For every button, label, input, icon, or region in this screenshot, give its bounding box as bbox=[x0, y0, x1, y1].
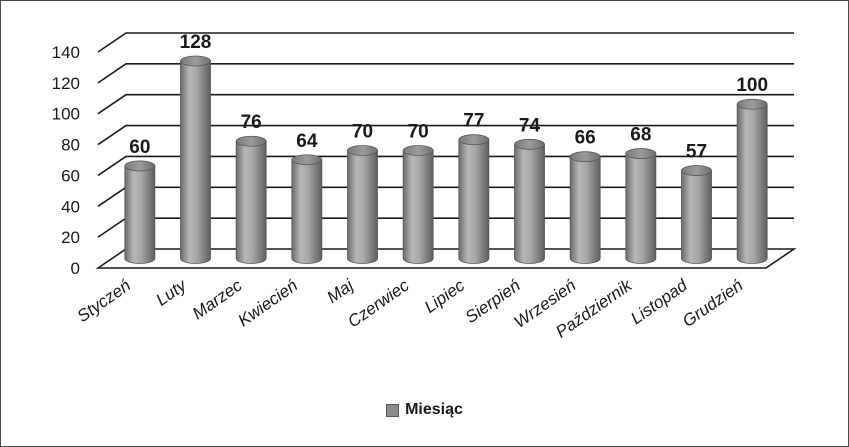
bar-cap bbox=[681, 165, 712, 176]
y-tick-label: 20 bbox=[61, 228, 80, 247]
x-tick-label: Lipiec bbox=[421, 275, 469, 316]
bar bbox=[736, 98, 768, 264]
bar-cap bbox=[402, 145, 434, 156]
bar-cap bbox=[347, 145, 378, 156]
bar bbox=[625, 148, 657, 264]
data-label: 74 bbox=[519, 115, 541, 136]
bar-cap bbox=[235, 135, 267, 147]
bar-body bbox=[347, 150, 378, 264]
data-label: 68 bbox=[630, 125, 651, 146]
y-axis-ticks: 0 20 40 60 80 100 120 140 bbox=[52, 43, 80, 278]
y-tick-label: 100 bbox=[52, 105, 80, 124]
bar bbox=[514, 138, 545, 264]
legend: Miesiąc bbox=[1, 401, 848, 419]
bar-body bbox=[736, 103, 768, 264]
data-label: 70 bbox=[408, 122, 429, 143]
bar-body bbox=[402, 150, 434, 264]
legend-swatch bbox=[386, 403, 400, 417]
x-tick-label: Grudzień bbox=[679, 276, 746, 331]
bar-body bbox=[681, 170, 712, 264]
x-tick-label: Czerwiec bbox=[344, 275, 413, 331]
x-tick-label: Maj bbox=[323, 275, 357, 307]
data-label: 76 bbox=[241, 112, 262, 133]
floor bbox=[95, 248, 797, 269]
x-tick-label: Kwiecień bbox=[234, 276, 301, 331]
bar bbox=[180, 55, 211, 264]
y-tick-label: 60 bbox=[61, 166, 80, 185]
data-label: 64 bbox=[296, 131, 318, 152]
bar-cap bbox=[514, 138, 545, 150]
bar-body bbox=[569, 156, 601, 264]
y-tick-label: 80 bbox=[61, 136, 80, 155]
data-label: 100 bbox=[736, 75, 768, 96]
bar-chart: 0 20 40 60 80 100 120 140 60 128 76 64 70 70 77 74 66 68… bbox=[52, 32, 797, 342]
bar-body bbox=[235, 140, 267, 264]
bar-cap bbox=[124, 160, 156, 172]
bar-body bbox=[291, 159, 323, 264]
data-label: 70 bbox=[352, 122, 373, 143]
y-tick-label: 0 bbox=[71, 259, 80, 278]
bar-cap bbox=[569, 151, 601, 163]
gridline bbox=[97, 124, 794, 146]
gridline bbox=[97, 93, 794, 115]
bar-cap bbox=[736, 98, 768, 110]
bar-cap bbox=[458, 134, 490, 146]
bar-body bbox=[625, 153, 657, 264]
x-tick-label: Styczeń bbox=[74, 276, 134, 326]
bar bbox=[347, 145, 378, 264]
data-label: 57 bbox=[686, 142, 707, 163]
y-tick-label: 120 bbox=[52, 74, 80, 93]
bar-body bbox=[514, 143, 545, 264]
bar bbox=[124, 160, 156, 264]
bar bbox=[458, 134, 490, 264]
bar-body bbox=[124, 165, 156, 264]
y-tick-label: 140 bbox=[52, 43, 80, 62]
bar bbox=[235, 135, 267, 264]
bar-body bbox=[458, 139, 490, 264]
data-label: 77 bbox=[463, 111, 484, 132]
bar bbox=[569, 151, 601, 264]
data-label: 60 bbox=[129, 137, 150, 158]
bar bbox=[681, 165, 712, 264]
bar bbox=[402, 145, 434, 264]
bar-body bbox=[180, 60, 211, 264]
gridline bbox=[97, 32, 794, 53]
x-tick-label: Luty bbox=[153, 275, 191, 310]
legend-label: Miesiąc bbox=[405, 401, 463, 418]
data-label: 66 bbox=[575, 128, 596, 149]
bar-cap bbox=[625, 148, 657, 159]
bar bbox=[291, 154, 323, 264]
y-tick-label: 40 bbox=[61, 197, 80, 216]
data-labels: 60 128 76 64 70 70 77 74 66 68 57 100 bbox=[129, 32, 768, 163]
bars bbox=[124, 55, 768, 264]
gridline bbox=[97, 63, 794, 84]
bar-cap bbox=[180, 55, 211, 67]
data-label: 128 bbox=[180, 32, 212, 53]
bar-cap bbox=[291, 154, 323, 166]
